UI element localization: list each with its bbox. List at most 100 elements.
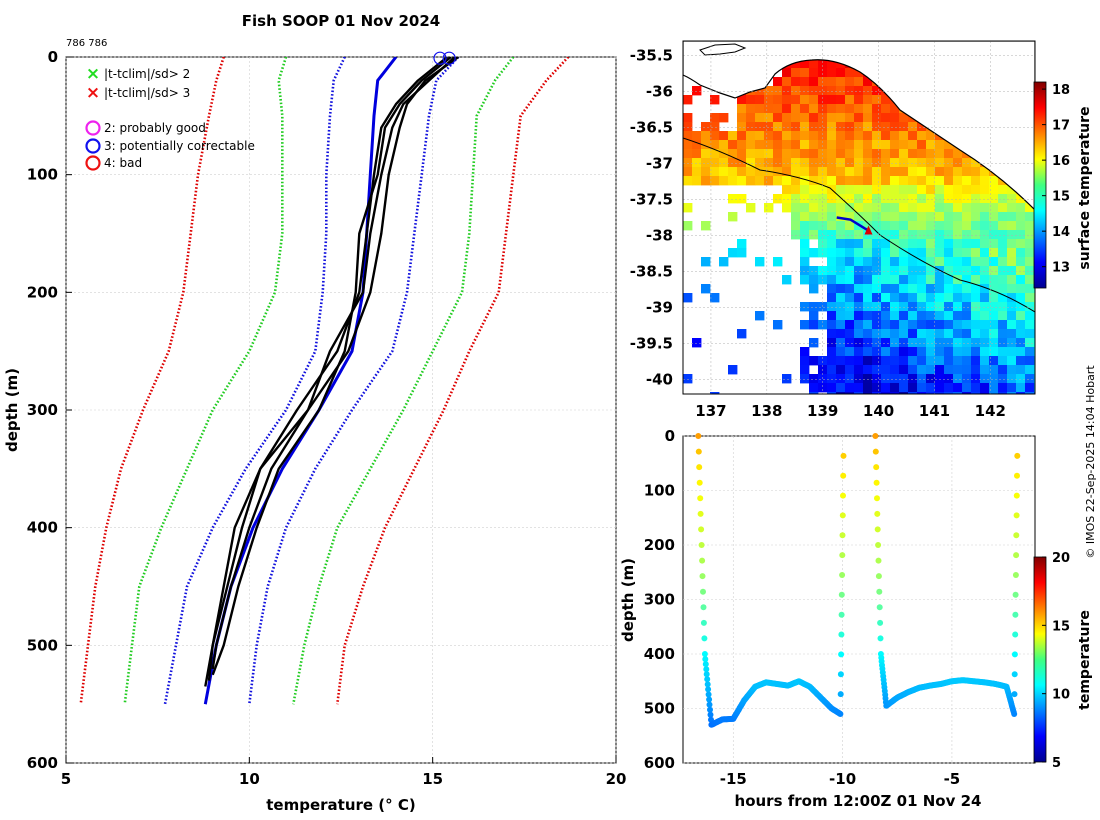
sst-cell (827, 257, 837, 267)
sst-cell (863, 293, 873, 303)
sst-cell (809, 59, 819, 69)
sst-cell (935, 239, 945, 249)
sst-cell (791, 104, 801, 114)
sst-cell (881, 95, 891, 105)
sst-cell (854, 203, 864, 213)
sst-cell (818, 131, 828, 141)
sst-cell (935, 311, 945, 321)
y-tick-label: 500 (27, 636, 58, 654)
sst-cell (881, 284, 891, 294)
sst-cell (881, 167, 891, 177)
sst-cell (881, 383, 891, 393)
depth-point (698, 526, 705, 533)
depth-point (838, 651, 845, 658)
sst-cell (944, 257, 954, 267)
sst-cell (827, 104, 837, 114)
sst-cell (908, 248, 918, 258)
sst-cell (746, 176, 756, 186)
sst-cell (944, 221, 954, 231)
sst-cell (827, 203, 837, 213)
x-tick-label: -15 (720, 770, 747, 788)
sst-cell (1016, 374, 1026, 384)
sst-cell (926, 221, 936, 231)
sst-cell (800, 203, 810, 213)
sst-cell (782, 167, 792, 177)
profile-drop-4 (211, 57, 452, 676)
sst-cell (953, 275, 963, 285)
sst-cell (971, 257, 981, 267)
sst-cell (908, 185, 918, 195)
colorbar-tick-label: 15 (1052, 619, 1070, 634)
depth-point (837, 711, 844, 717)
sst-cell (701, 158, 711, 168)
sst-cell (737, 176, 747, 186)
sst-cell (980, 230, 990, 240)
sst-cell (728, 149, 738, 159)
sst-cell (1016, 392, 1026, 394)
sst-cell (971, 167, 981, 177)
sst-cell (809, 158, 819, 168)
x-tick-label: 15 (422, 770, 443, 788)
sst-cell (881, 293, 891, 303)
sst-cell (836, 194, 846, 204)
sst-cell (926, 230, 936, 240)
sst-cell (800, 221, 810, 231)
sst-cell (962, 392, 972, 394)
sst-cell (818, 248, 828, 258)
sst-cell (890, 320, 900, 330)
sst-cell (773, 95, 783, 105)
sst-cell (926, 266, 936, 276)
sst-cell (701, 257, 711, 267)
sst-cell (917, 392, 927, 394)
sst-cell (845, 131, 855, 141)
sst-cell (980, 374, 990, 384)
sst-cell (854, 248, 864, 258)
sst-cell (908, 167, 918, 177)
sst-cell (1007, 257, 1017, 267)
sst-cell (764, 203, 774, 213)
sst-cell (872, 194, 882, 204)
sst-cell (908, 329, 918, 339)
sst-cell (719, 257, 729, 267)
sst-cell (701, 140, 711, 150)
depth-point (1014, 452, 1021, 459)
depth-point (703, 671, 710, 678)
sst-cell (836, 104, 846, 114)
sst-cell (827, 149, 837, 159)
depth-point (699, 573, 706, 580)
sst-cell (1025, 383, 1035, 393)
sst-cell (737, 239, 747, 249)
sst-cell (863, 104, 873, 114)
sst-cell (908, 140, 918, 150)
sst-cell (926, 158, 936, 168)
sst-cell (908, 176, 918, 186)
sst-cell (935, 338, 945, 348)
depth-point (839, 552, 846, 559)
depth-point (839, 512, 846, 519)
sst-cell (800, 185, 810, 195)
sst-cell (962, 230, 972, 240)
sst-cell (953, 221, 963, 231)
sst-cell (980, 383, 990, 393)
sst-cell (854, 311, 864, 321)
sst-cell (728, 212, 738, 222)
depth-point (840, 472, 847, 479)
sst-cell (917, 140, 927, 150)
sst-cell (863, 221, 873, 231)
sst-cell (773, 131, 783, 141)
depth-point (705, 691, 712, 698)
sst-cell (800, 194, 810, 204)
sst-cell (755, 158, 765, 168)
sst-cell (854, 338, 864, 348)
sst-cell (710, 167, 720, 177)
depth-point (706, 696, 713, 703)
sst-cell (863, 302, 873, 312)
sst-cell (845, 68, 855, 78)
sst-cell (854, 86, 864, 96)
sst-cell (845, 383, 855, 393)
depth-point (707, 706, 713, 713)
sst-cell (800, 104, 810, 114)
sst-cell (746, 104, 756, 114)
legend-cross-marker: × (86, 83, 100, 103)
sst-cell (890, 284, 900, 294)
